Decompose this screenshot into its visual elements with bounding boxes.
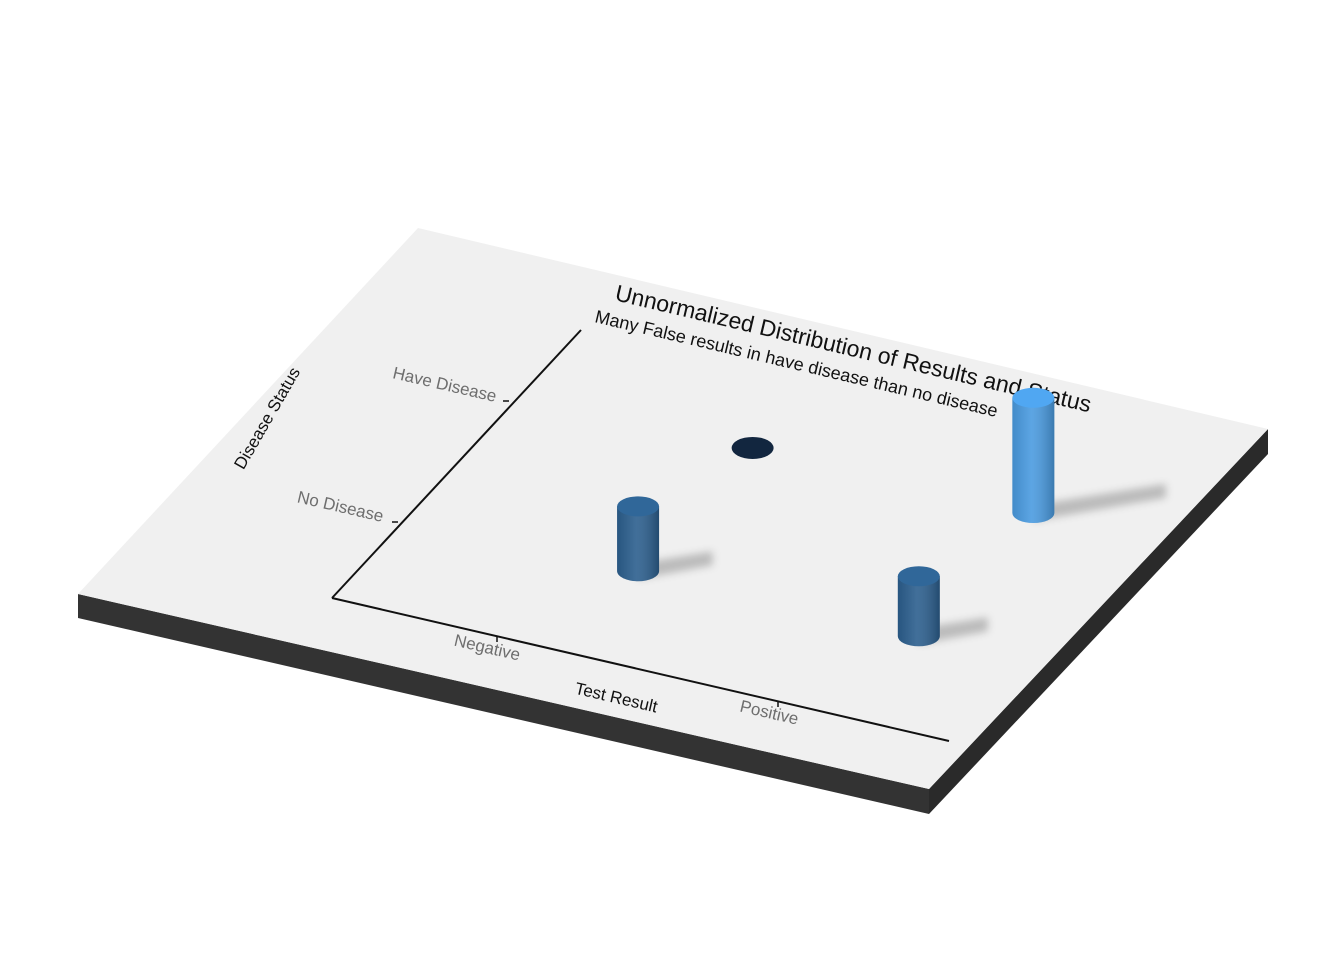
x-axis-line xyxy=(331,597,950,742)
bar-body-shading-positive-have-disease xyxy=(1012,397,1055,524)
bar-shadow-positive-have-disease xyxy=(1033,483,1166,522)
bar-negative-no-disease xyxy=(617,496,713,582)
bar-positive-no-disease xyxy=(897,566,988,647)
bar-negative-have-disease xyxy=(731,436,774,459)
bars-layer xyxy=(617,387,1166,647)
board-top xyxy=(78,228,1268,789)
board-side-right xyxy=(929,429,1268,814)
bar-top-positive-have-disease xyxy=(1012,387,1055,408)
y-axis-line xyxy=(331,329,582,599)
bar-top-negative-no-disease xyxy=(617,496,660,517)
bar-body-shading-positive-no-disease xyxy=(897,576,940,647)
bar-disc-negative-have-disease xyxy=(731,436,774,459)
board-side-front xyxy=(78,594,929,814)
bar-body-shading-negative-no-disease xyxy=(617,506,660,582)
bar-positive-have-disease xyxy=(1012,387,1166,524)
bar-top-positive-no-disease xyxy=(897,566,940,587)
